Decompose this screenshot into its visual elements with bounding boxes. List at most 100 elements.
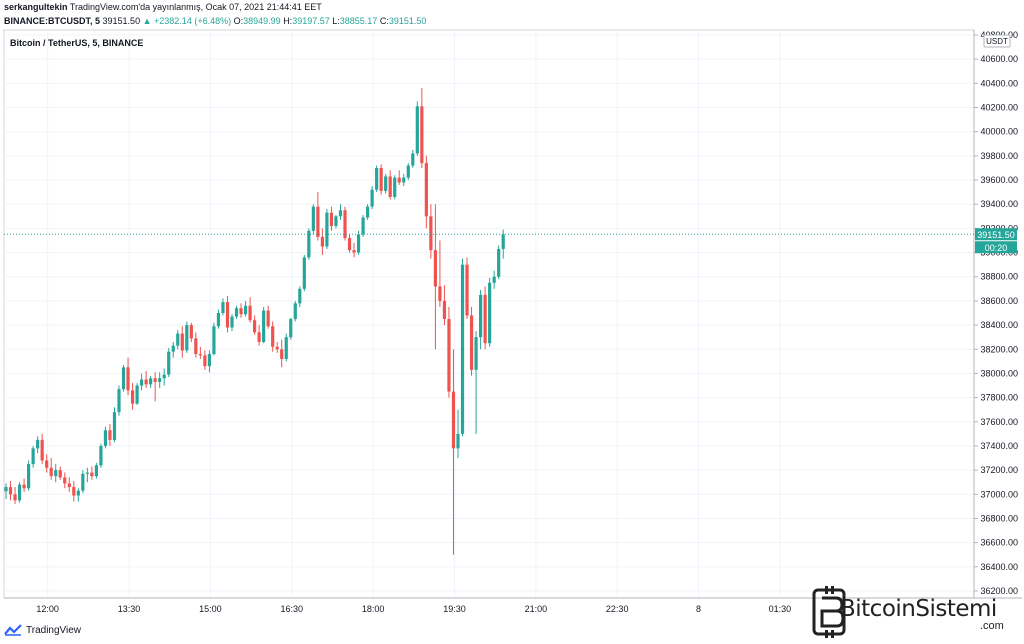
candle-body [203,355,207,367]
author-name: serkangultekin [4,2,68,12]
candle-body [153,378,157,382]
x-tick-label: 01:30 [769,604,792,614]
close-value: 39151.50 [388,16,427,26]
ohlc-legend: BINANCE:BTCUSDT, 5 39151.50 ▲ +2382.14 (… [4,16,426,26]
candle-body [456,433,460,449]
candle-body [117,389,121,413]
y-tick-label: 37000.00 [980,489,1018,499]
candle-body [225,302,230,328]
low-value: 38855.17 [339,16,378,26]
candle-body [13,494,17,501]
y-tick-label: 37600.00 [980,417,1018,427]
candle-body [149,378,153,385]
candle-body [8,487,13,495]
candle-body [22,484,26,489]
candle-body [130,390,135,404]
candle-body [234,308,239,317]
x-tick-label: 19:30 [443,604,466,614]
candle-body [334,216,338,226]
candle-body [185,325,189,351]
candle-body [176,333,180,346]
candle-body [320,236,324,247]
y-tick-label: 40000.00 [980,127,1018,137]
bitcoinsistemi-logo-icon [812,586,846,638]
y-tick-label: 39400.00 [980,199,1018,209]
candle-body [126,367,130,391]
candle-body [40,439,44,461]
candle-body [429,216,433,251]
candle-body [36,439,40,449]
watermark-subtext: .com [980,620,1004,632]
candle-body [366,206,370,218]
candle-body [307,230,311,258]
y-tick-label: 37400.00 [980,441,1018,451]
candle-body [99,445,103,466]
candle-body [438,286,442,301]
x-tick-label: 15:00 [199,604,222,614]
candle-body [388,176,392,197]
close-key: C: [379,16,389,26]
candle-body [212,326,216,355]
candle-body [194,338,198,355]
candle-body [424,163,428,217]
candle-body [433,250,437,287]
y-tick-label: 37200.00 [980,465,1018,475]
candle-body [58,470,62,478]
candle-body [94,465,98,477]
candle-body [298,288,302,304]
candle-body [135,385,139,404]
candle-body [316,206,320,237]
candle-body [442,300,447,320]
up-arrow-icon: ▲ [142,16,152,26]
y-tick-label: 38800.00 [980,272,1018,282]
candle-body [492,276,496,283]
candle-body [189,325,193,339]
candle-body [81,473,85,491]
candle-body [289,319,293,338]
candle-body [293,303,297,320]
candle-body [280,349,284,359]
candle-body [171,345,175,352]
countdown-tag [975,241,1017,254]
last-price-text: 39151.50 [977,230,1015,240]
tradingview-brand[interactable]: TradingView [4,624,81,636]
high-key: H: [283,16,293,26]
candle-body [483,294,487,344]
candle-body [103,430,108,446]
candle-body [230,316,234,328]
symbol-title: Bitcoin / TetherUS, 5, BINANCE [10,38,144,48]
candle-body [144,379,148,385]
candle-body [497,248,501,277]
currency-badge[interactable] [983,34,1011,48]
candle-body [397,177,401,183]
y-tick-label: 40600.00 [980,54,1018,64]
candle-body [45,460,49,468]
candle-body [460,264,465,434]
candle-body [347,238,352,251]
candle-body [384,176,388,191]
change-label: +2382.14 (+6.48%) [154,16,232,26]
x-tick-label: 8 [696,604,701,614]
candle-body [31,448,35,465]
y-tick-label: 39600.00 [980,175,1018,185]
candle-body [361,217,365,235]
candle-body [180,333,184,351]
candle-body [49,467,53,477]
candle-body [469,315,474,370]
y-tick-label: 38600.00 [980,296,1018,306]
pair-label: BINANCE:BTCUSDT, 5 [4,16,101,26]
candle-body [54,470,58,477]
candle-body [402,177,406,183]
candle-body [253,320,257,333]
x-tick-label: 18:00 [362,604,385,614]
candle-body [17,484,22,501]
candle-body [76,490,80,496]
publish-info: serkangultekin TradingView.com'da yayınl… [4,2,322,12]
candle-body [257,332,261,343]
candle-body [167,351,171,375]
candle-body [207,354,211,367]
candle-body [352,250,356,253]
y-tick-label: 38200.00 [980,344,1018,354]
candle-body [275,346,279,350]
